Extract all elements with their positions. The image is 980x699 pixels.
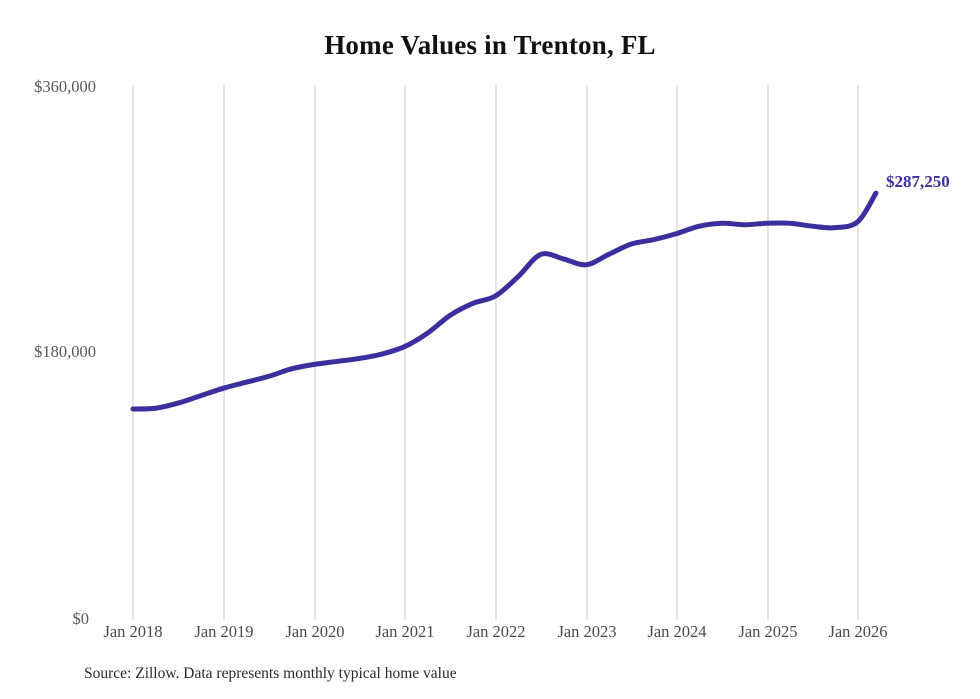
home-value-line <box>130 190 879 412</box>
vertical-gridlines <box>132 85 859 620</box>
end-value-label: $287,250 <box>886 172 950 191</box>
y-axis-tick-360000: $360,000 <box>34 77 96 96</box>
chart-source-note: Source: Zillow. Data represents monthly … <box>84 665 457 682</box>
x-axis-tick-jan-2026: Jan 2026 <box>828 622 888 641</box>
x-axis-tick-jan-2021: Jan 2021 <box>375 622 435 641</box>
x-axis-tick-jan-2019: Jan 2019 <box>194 622 254 641</box>
x-axis-tick-jan-2022: Jan 2022 <box>466 622 526 641</box>
x-axis-tick-jan-2024: Jan 2024 <box>647 622 707 641</box>
x-axis-tick-jan-2020: Jan 2020 <box>285 622 345 641</box>
y-axis-tick-180000: $180,000 <box>34 342 96 361</box>
chart-title: Home Values in Trenton, FL <box>324 30 656 60</box>
x-axis-tick-jan-2023: Jan 2023 <box>557 622 617 641</box>
x-axis-tick-jan-2025: Jan 2025 <box>738 622 798 641</box>
y-axis-tick-0: $0 <box>72 609 90 628</box>
x-axis-tick-jan-2018: Jan 2018 <box>103 622 163 641</box>
